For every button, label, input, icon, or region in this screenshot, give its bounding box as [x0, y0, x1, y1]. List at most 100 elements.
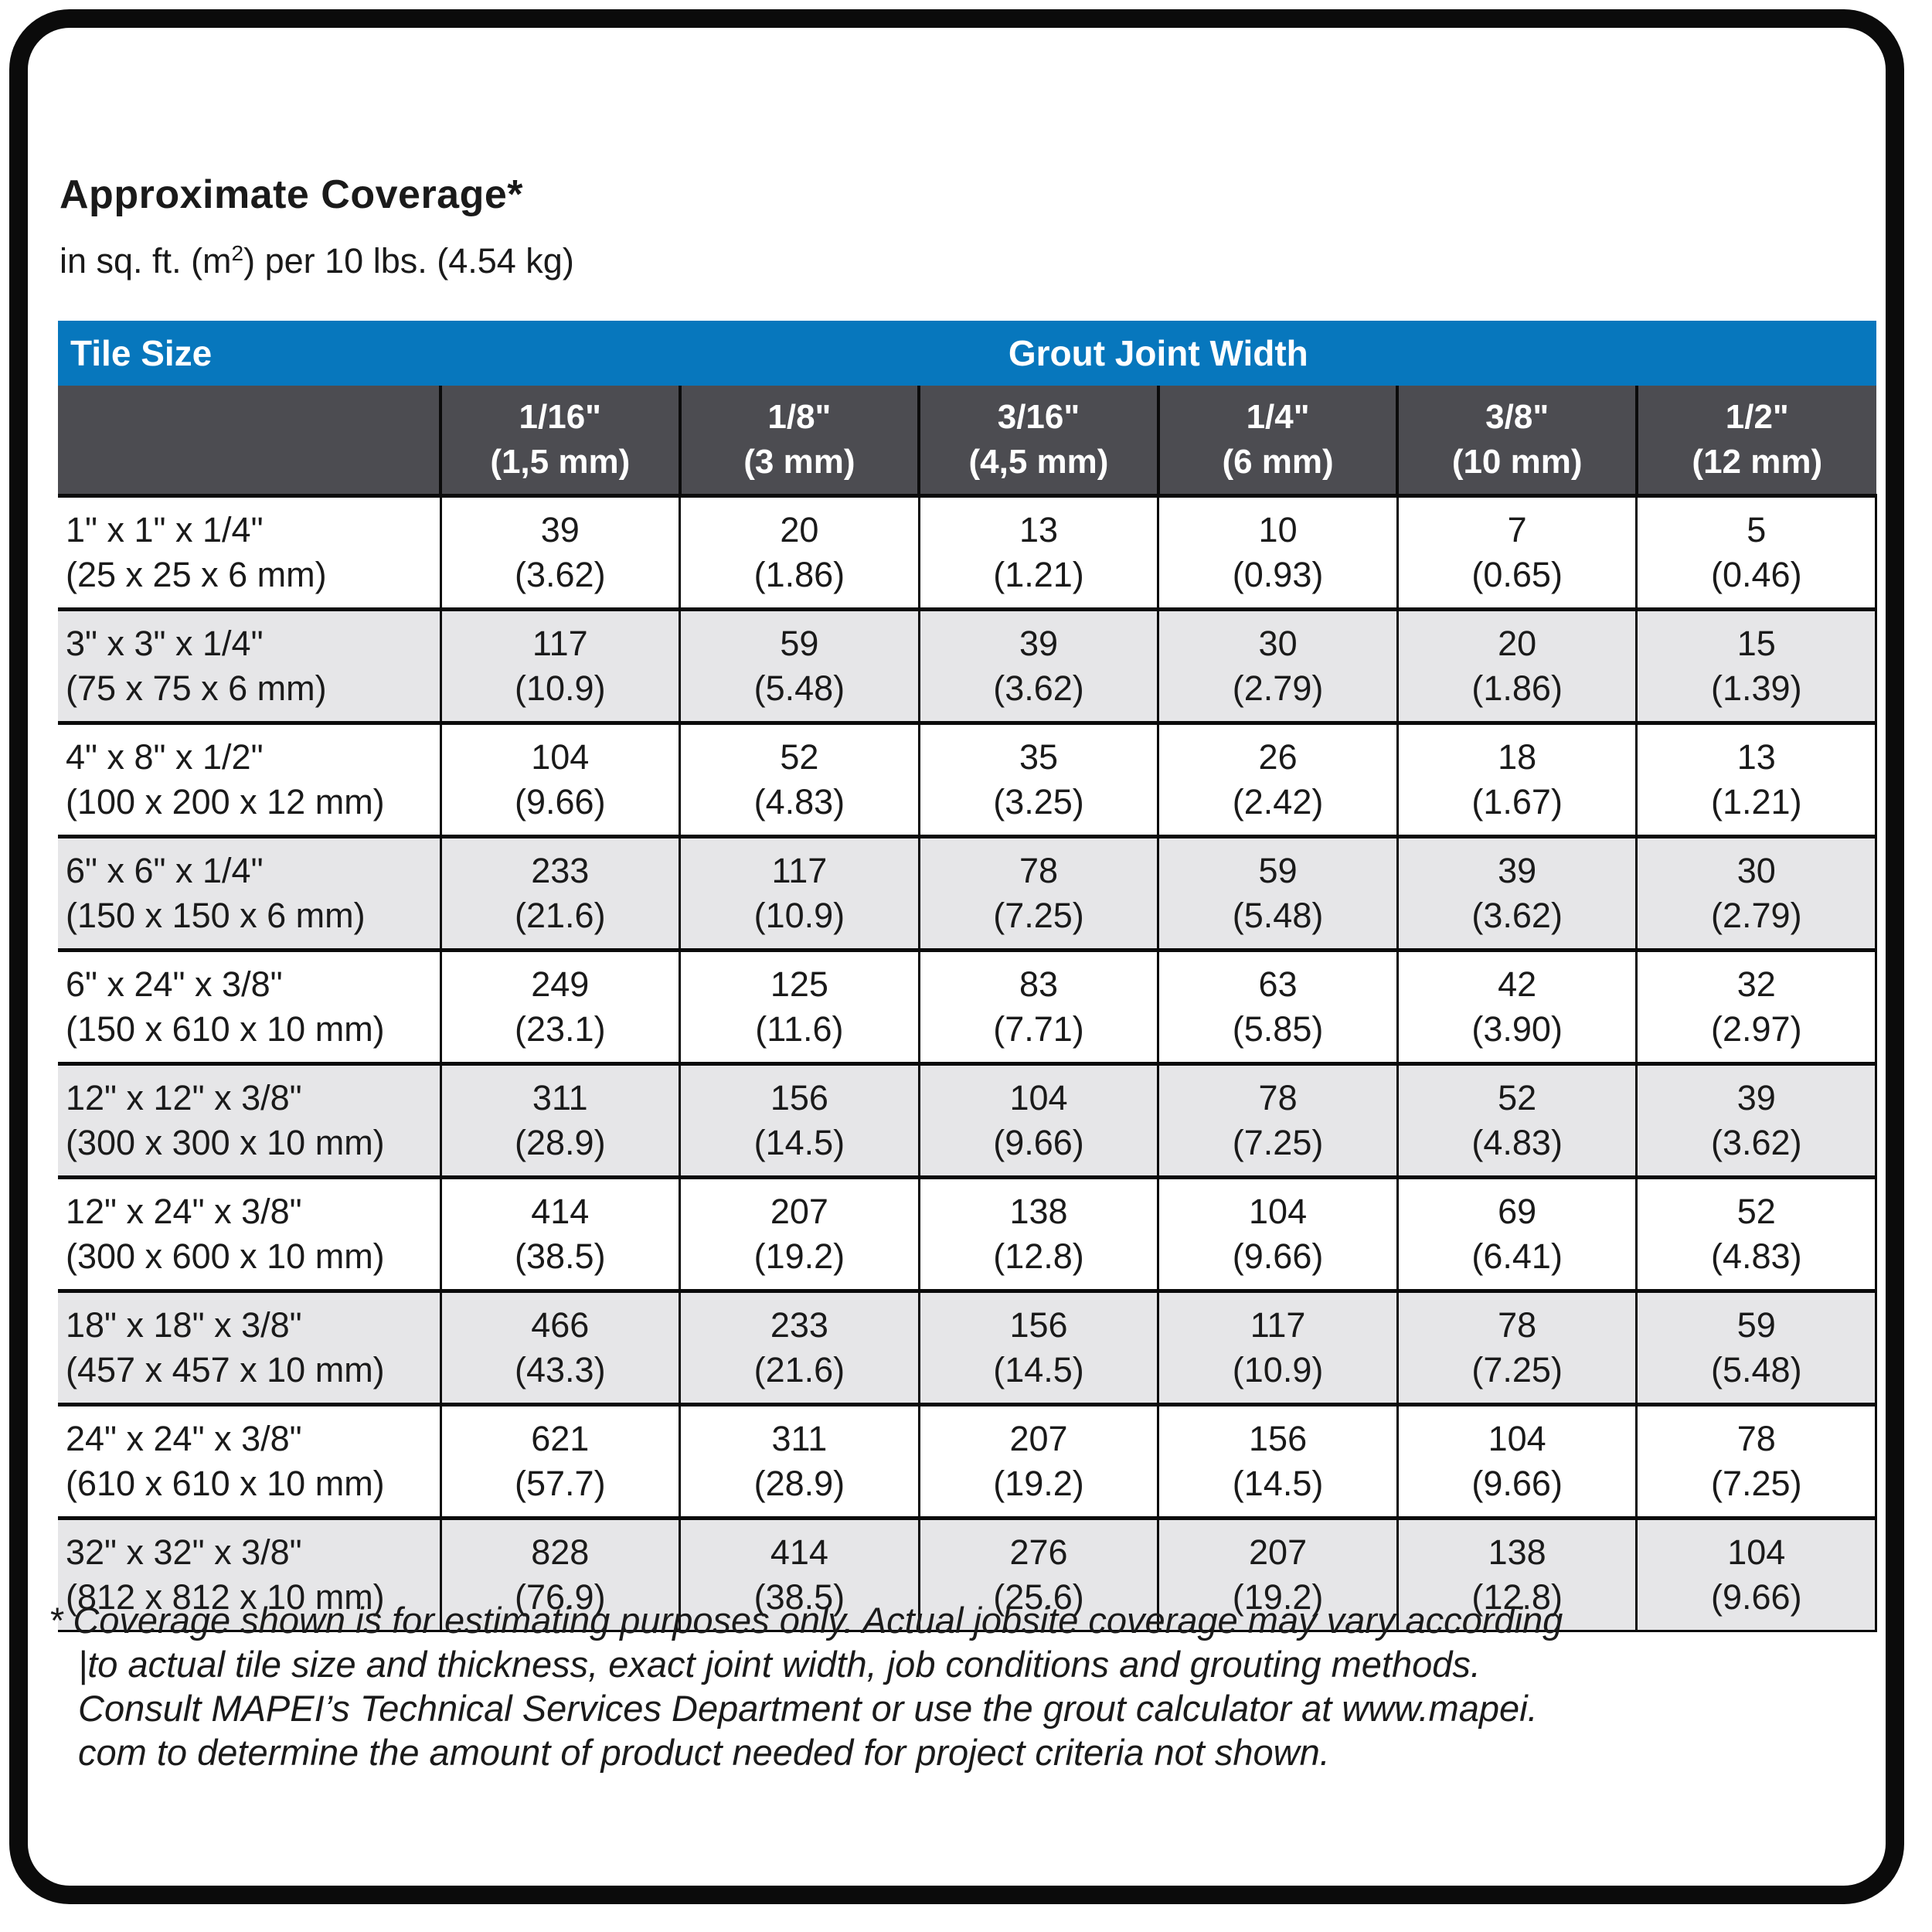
- tile-size-mm: (812 x 812 x 10 mm): [66, 1577, 385, 1617]
- tile-size-cell: 6" x 24" x 3/8" (150 x 610 x 10 mm): [58, 948, 442, 1065]
- coverage-sqft: 35: [1019, 737, 1059, 777]
- tile-size-inch: 4" x 8" x 1/2": [66, 737, 264, 777]
- coverage-sqft: 156: [770, 1078, 828, 1117]
- coverage-m2: (0.93): [1232, 555, 1324, 594]
- joint-width-inch: 3/8": [1485, 398, 1549, 436]
- coverage-sqft: 39: [540, 510, 580, 549]
- coverage-m2: (76.9): [515, 1577, 606, 1617]
- coverage-m2: (4.83): [1471, 1123, 1563, 1162]
- footnote-line: Consult MAPEI’s Technical Services Depar…: [78, 1688, 1538, 1729]
- coverage-sqft: 83: [1019, 964, 1059, 1004]
- coverage-sqft: 156: [1249, 1419, 1308, 1458]
- coverage-sqft: 207: [1009, 1419, 1068, 1458]
- coverage-m2: (12.8): [993, 1236, 1084, 1276]
- coverage-sqft: 104: [1009, 1078, 1068, 1117]
- coverage-m2: (1.21): [993, 555, 1084, 594]
- coverage-sqft: 26: [1258, 737, 1298, 777]
- table-row: 32" x 32" x 3/8" (812 x 812 x 10 mm) 828 (7…: [58, 1516, 1878, 1632]
- coverage-m2: (4.83): [753, 782, 845, 821]
- joint-width-inch: 3/16": [997, 398, 1080, 436]
- page-subtitle: in sq. ft. (m2) per 10 lbs. (4.54 kg): [60, 241, 574, 281]
- coverage-sqft: 104: [531, 737, 590, 777]
- coverage-value-cell: 125 (11.6): [679, 948, 920, 1065]
- coverage-value-cell: 621 (57.7): [439, 1403, 682, 1519]
- joint-width-mm: (3 mm): [743, 443, 855, 481]
- coverage-m2: (25.6): [993, 1577, 1084, 1617]
- coverage-m2: (3.62): [1471, 896, 1563, 935]
- coverage-m2: (2.79): [1232, 668, 1324, 708]
- coverage-m2: (7.71): [993, 1009, 1084, 1049]
- page-title: Approximate Coverage*: [60, 172, 524, 217]
- coverage-m2: (11.6): [755, 1009, 844, 1049]
- coverage-value-cell: 7 (0.65): [1396, 494, 1638, 611]
- joint-width-mm: (4,5 mm): [968, 443, 1109, 481]
- coverage-value-cell: 138 (12.8): [917, 1175, 1160, 1292]
- tile-size-cell: 18" x 18" x 3/8" (457 x 457 x 10 mm): [58, 1289, 442, 1406]
- coverage-sqft: 78: [1019, 851, 1059, 890]
- tile-size-cell: 1" x 1" x 1/4" (25 x 25 x 6 mm): [58, 494, 442, 611]
- tile-size-inch: 6" x 6" x 1/4": [66, 851, 264, 890]
- coverage-m2: (1.21): [1711, 782, 1802, 821]
- tile-size-mm: (300 x 300 x 10 mm): [66, 1123, 385, 1162]
- coverage-value-cell: 156 (14.5): [679, 1062, 920, 1179]
- table-row: 18" x 18" x 3/8" (457 x 457 x 10 mm) 466 (4…: [58, 1289, 1878, 1406]
- joint-width-mm: (10 mm): [1451, 443, 1583, 481]
- tile-size-mm: (150 x 610 x 10 mm): [66, 1009, 385, 1049]
- tile-size-cell: 32" x 32" x 3/8" (812 x 812 x 10 mm): [58, 1516, 442, 1632]
- coverage-value-cell: 78 (7.25): [917, 835, 1160, 951]
- coverage-m2: (10.9): [753, 896, 845, 935]
- coverage-sqft: 621: [531, 1419, 590, 1458]
- coverage-m2: (10.9): [1232, 1350, 1324, 1389]
- coverage-value-cell: 52 (4.83): [1635, 1175, 1878, 1292]
- coverage-m2: (6.41): [1471, 1236, 1563, 1276]
- coverage-value-cell: 828 (76.9): [439, 1516, 682, 1632]
- coverage-m2: (57.7): [515, 1464, 606, 1503]
- table-row: 1" x 1" x 1/4" (25 x 25 x 6 mm) 39 (3.62) 20…: [58, 494, 1878, 611]
- grout-joint-width-header: Grout Joint Width: [440, 321, 1876, 386]
- coverage-value-cell: 26 (2.42): [1157, 721, 1399, 838]
- coverage-value-cell: 311 (28.9): [439, 1062, 682, 1179]
- coverage-sqft: 233: [770, 1305, 828, 1345]
- coverage-sqft: 18: [1498, 737, 1537, 777]
- tile-size-mm: (457 x 457 x 10 mm): [66, 1350, 385, 1389]
- coverage-sqft: 69: [1498, 1192, 1537, 1231]
- coverage-value-cell: 117 (10.9): [439, 607, 682, 724]
- coverage-sqft: 233: [531, 851, 590, 890]
- coverage-value-cell: 52 (4.83): [679, 721, 920, 838]
- tile-size-cell: 3" x 3" x 1/4" (75 x 75 x 6 mm): [58, 607, 442, 724]
- coverage-m2: (7.25): [1711, 1464, 1802, 1503]
- tile-size-inch: 12" x 24" x 3/8": [66, 1192, 302, 1231]
- coverage-m2: (38.5): [515, 1236, 606, 1276]
- coverage-value-cell: 30 (2.79): [1635, 835, 1878, 951]
- coverage-sqft: 207: [1249, 1532, 1308, 1572]
- coverage-m2: (14.5): [1232, 1464, 1324, 1503]
- coverage-value-cell: 78 (7.25): [1157, 1062, 1399, 1179]
- coverage-value-cell: 42 (3.90): [1396, 948, 1638, 1065]
- coverage-m2: (5.48): [1711, 1350, 1802, 1389]
- coverage-value-cell: 207 (19.2): [917, 1403, 1160, 1519]
- coverage-m2: (14.5): [993, 1350, 1084, 1389]
- coverage-value-cell: 156 (14.5): [1157, 1403, 1399, 1519]
- coverage-m2: (28.9): [515, 1123, 606, 1162]
- coverage-m2: (3.62): [1711, 1123, 1802, 1162]
- coverage-value-cell: 32 (2.97): [1635, 948, 1878, 1065]
- coverage-value-cell: 78 (7.25): [1396, 1289, 1638, 1406]
- coverage-value-cell: 15 (1.39): [1635, 607, 1878, 724]
- coverage-sqft: 59: [1736, 1305, 1776, 1345]
- coverage-sqft: 59: [1258, 851, 1298, 890]
- tile-size-header: Tile Size: [58, 321, 440, 386]
- coverage-m2: (5.48): [1232, 896, 1324, 935]
- coverage-value-cell: 10 (0.93): [1157, 494, 1399, 611]
- coverage-m2: (23.1): [515, 1009, 606, 1049]
- coverage-value-cell: 311 (28.9): [679, 1403, 920, 1519]
- coverage-value-cell: 30 (2.79): [1157, 607, 1399, 724]
- coverage-value-cell: 63 (5.85): [1157, 948, 1399, 1065]
- coverage-m2: (38.5): [753, 1577, 845, 1617]
- coverage-m2: (43.3): [515, 1350, 606, 1389]
- coverage-m2: (2.97): [1711, 1009, 1802, 1049]
- table-header-row: Tile Size Grout Joint Width: [58, 321, 1876, 386]
- coverage-m2: (3.62): [993, 668, 1084, 708]
- coverage-sqft: 5: [1747, 510, 1767, 549]
- coverage-sqft: 78: [1258, 1078, 1298, 1117]
- footnote-line: * Coverage shown is for estimating purpo…: [49, 1600, 1563, 1641]
